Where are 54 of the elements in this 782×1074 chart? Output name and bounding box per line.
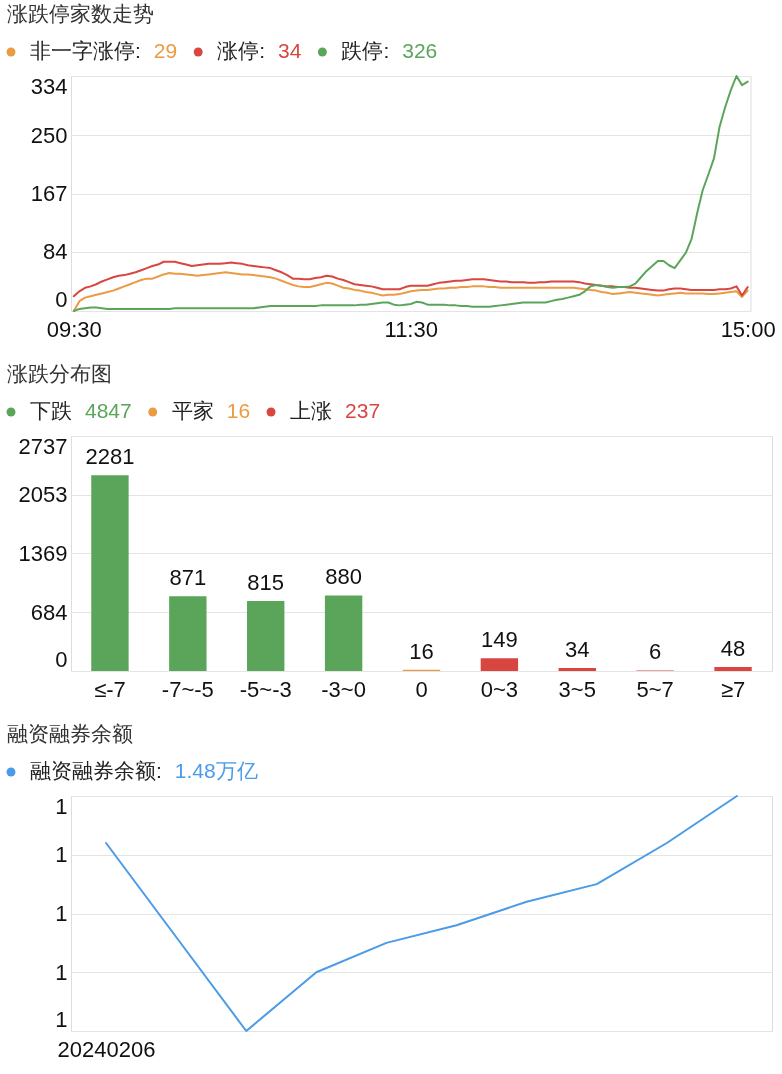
legend-label: 非一字涨停: (30, 39, 141, 62)
y-tick-label: 250 (30, 122, 68, 148)
chart-title: 涨跌分布图 (6, 362, 112, 385)
y-tick-label: 334 (30, 73, 68, 99)
data-label: 149 (481, 627, 518, 653)
text: 4847 (85, 399, 132, 422)
y-tick-label: 0 (55, 646, 68, 672)
x-tick-label: -7~-5 (161, 676, 214, 702)
legend-label: 涨停: (217, 39, 266, 62)
text: 237 (345, 399, 381, 422)
data-label: 6 (649, 639, 662, 665)
legend-label: 融资融券余额: (30, 759, 162, 782)
x-tick-label: ≤-7 (94, 676, 126, 702)
chart-title: 融资融券余额 (6, 722, 133, 745)
y-tick-label: 0 (55, 286, 68, 312)
x-tick-label: 0 (415, 676, 428, 702)
y-tick-label: 84 (43, 239, 68, 265)
chart-title: 涨跌停家数走势 (6, 2, 154, 25)
data-label: 34 (565, 637, 590, 663)
data-label: 16 (409, 638, 434, 664)
text: 29 (153, 39, 178, 62)
x-tick-label: 0~3 (480, 676, 519, 702)
x-tick-label: 15:00 (720, 316, 776, 342)
x-tick-label: 11:30 (384, 316, 438, 342)
y-tick-label: 1 (55, 1006, 68, 1032)
legend-label: 平家 (171, 399, 214, 422)
data-label: 880 (325, 564, 362, 590)
y-tick-label: 1 (55, 793, 68, 819)
x-tick-label: 3~5 (558, 676, 596, 702)
legend-label: 上涨 (290, 399, 333, 422)
x-tick-label: 20240206 (57, 1036, 156, 1062)
legend-label: 跌停: (341, 39, 390, 62)
legend-label: 下跌 (30, 399, 72, 422)
data-label: 48 (720, 635, 746, 661)
y-tick-label: 1 (55, 959, 68, 985)
y-tick-label: 2737 (18, 433, 68, 459)
y-tick-label: 1 (55, 842, 68, 868)
y-tick-label: 1369 (18, 540, 68, 566)
x-tick-label: 09:30 (46, 316, 102, 342)
text: 326 (402, 39, 438, 62)
text: 1.48万亿 (174, 759, 258, 782)
data-label: 871 (169, 565, 207, 591)
x-tick-label: -3~0 (321, 676, 366, 702)
data-label: 2281 (85, 444, 135, 470)
text: 34 (278, 39, 302, 62)
y-tick-label: 1 (55, 901, 68, 926)
text: 16 (226, 399, 251, 422)
x-tick-label: -5~-3 (239, 676, 292, 702)
y-tick-label: 684 (30, 599, 68, 625)
x-tick-label: 5~7 (636, 676, 674, 702)
x-tick-label: ≥7 (720, 676, 746, 702)
y-tick-label: 167 (30, 181, 68, 206)
y-tick-label: 2053 (18, 482, 68, 508)
data-label: 815 (247, 570, 285, 596)
